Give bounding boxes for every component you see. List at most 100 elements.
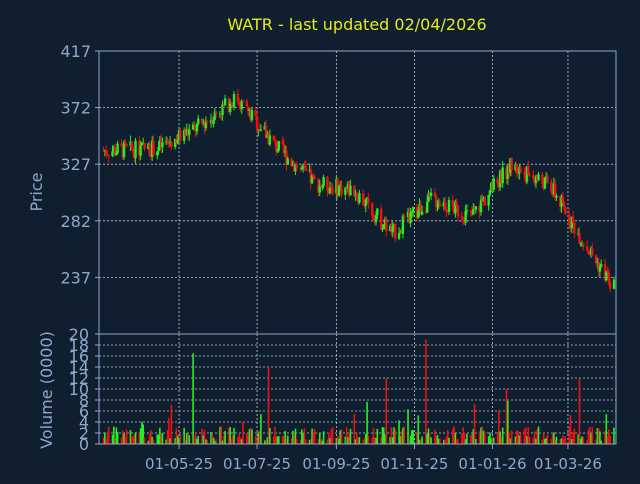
volume-bar xyxy=(130,435,133,444)
price-candle-body xyxy=(177,130,181,140)
volume-bar xyxy=(281,435,284,444)
price-candle-body xyxy=(106,154,109,156)
volume-bar xyxy=(514,436,517,444)
price-candle-body xyxy=(505,167,508,179)
price-tick-label: 327 xyxy=(60,155,91,174)
volume-bar xyxy=(123,433,125,444)
price-candle-body xyxy=(167,142,171,144)
volume-bar xyxy=(483,431,486,444)
volume-bar xyxy=(542,433,545,444)
volume-bar xyxy=(247,434,249,444)
volume-bar xyxy=(605,414,608,444)
price-candle-body xyxy=(255,116,259,131)
price-candle-body xyxy=(390,226,393,233)
volume-bar xyxy=(246,433,248,444)
price-candle-body xyxy=(186,129,190,136)
volume-bar xyxy=(408,440,411,444)
volume-bar xyxy=(322,431,325,444)
price-candle-body xyxy=(456,205,460,217)
price-candle-body xyxy=(358,193,361,203)
price-candle-body xyxy=(294,164,297,172)
price-candle-body xyxy=(464,210,467,223)
price-candle-body xyxy=(275,140,278,152)
volume-bar xyxy=(527,427,530,444)
price-candle-body xyxy=(376,208,379,216)
price-candle-body xyxy=(290,158,293,166)
volume-bar xyxy=(478,431,481,444)
price-candle-body xyxy=(555,196,558,198)
volume-bar xyxy=(526,436,528,444)
volume-bar xyxy=(430,437,432,444)
price-candle-body xyxy=(417,211,420,219)
price-candle-body xyxy=(277,141,281,151)
price-candle-body xyxy=(569,224,572,229)
volume-bar xyxy=(452,428,454,444)
x-tick-label: 01-05-25 xyxy=(145,455,213,473)
price-candle-body xyxy=(182,130,186,141)
price-candle-body xyxy=(562,202,566,208)
volume-bar xyxy=(102,437,105,444)
volume-bar xyxy=(381,427,384,444)
volume-bar xyxy=(454,432,457,444)
price-candle-body xyxy=(496,178,499,184)
volume-bar xyxy=(293,432,295,444)
price-candle-body xyxy=(107,155,110,157)
price-candle-body xyxy=(143,142,146,149)
volume-bar xyxy=(600,440,603,444)
volume-bar xyxy=(496,432,499,444)
price-candle-body xyxy=(148,143,151,156)
volume-bar xyxy=(134,432,137,444)
price-candle-body xyxy=(313,176,316,179)
price-candle-body xyxy=(240,100,243,110)
volume-bar xyxy=(156,434,159,444)
volume-bar xyxy=(330,429,333,444)
volume-bar xyxy=(129,430,132,444)
volume-bar xyxy=(457,438,459,444)
price-candle-body xyxy=(544,176,548,178)
volume-bar xyxy=(302,432,304,444)
volume-bar xyxy=(372,427,375,444)
price-candle-body xyxy=(394,223,397,239)
volume-bar xyxy=(194,431,197,444)
price-candle-body xyxy=(424,211,428,213)
price-candle-body xyxy=(383,219,387,225)
price-candle-body xyxy=(263,126,266,130)
price-candle-body xyxy=(268,135,272,145)
price-candle-body xyxy=(497,183,501,188)
price-candle-body xyxy=(573,222,576,234)
price-candle-body xyxy=(473,208,476,210)
volume-bar xyxy=(338,438,340,444)
price-candle-body xyxy=(339,185,342,187)
volume-bar xyxy=(121,430,124,444)
price-candle-body xyxy=(445,210,448,212)
volume-bar xyxy=(303,428,306,444)
price-candle-body xyxy=(427,193,430,202)
price-candle-body xyxy=(318,185,321,193)
price-candle-body xyxy=(373,217,376,223)
price-candle-body xyxy=(481,199,484,202)
volume-bar xyxy=(475,439,477,444)
price-axis-ticks: 417 372 327 282 237 xyxy=(60,42,99,287)
volume-bar xyxy=(416,432,418,444)
price-candle-body xyxy=(578,233,581,244)
price-candle-body xyxy=(281,141,284,145)
volume-bar xyxy=(106,432,109,444)
volume-bar xyxy=(551,432,554,444)
price-grid xyxy=(99,51,616,334)
volume-bar xyxy=(400,431,403,444)
volume-bar xyxy=(604,431,606,444)
volume-bar xyxy=(310,439,312,444)
price-candle-body xyxy=(438,203,442,207)
volume-bar xyxy=(613,427,615,444)
volume-bar xyxy=(239,437,242,444)
price-candle-body xyxy=(345,187,348,189)
volume-bar xyxy=(487,436,490,444)
price-candle-body xyxy=(479,199,483,213)
volume-bar xyxy=(160,434,162,444)
price-candle-body xyxy=(150,140,154,157)
volume-bar xyxy=(444,440,446,444)
volume-bar xyxy=(335,438,338,444)
price-candle-body xyxy=(337,186,341,196)
volume-bar xyxy=(554,439,556,444)
price-candle-body xyxy=(537,174,540,181)
